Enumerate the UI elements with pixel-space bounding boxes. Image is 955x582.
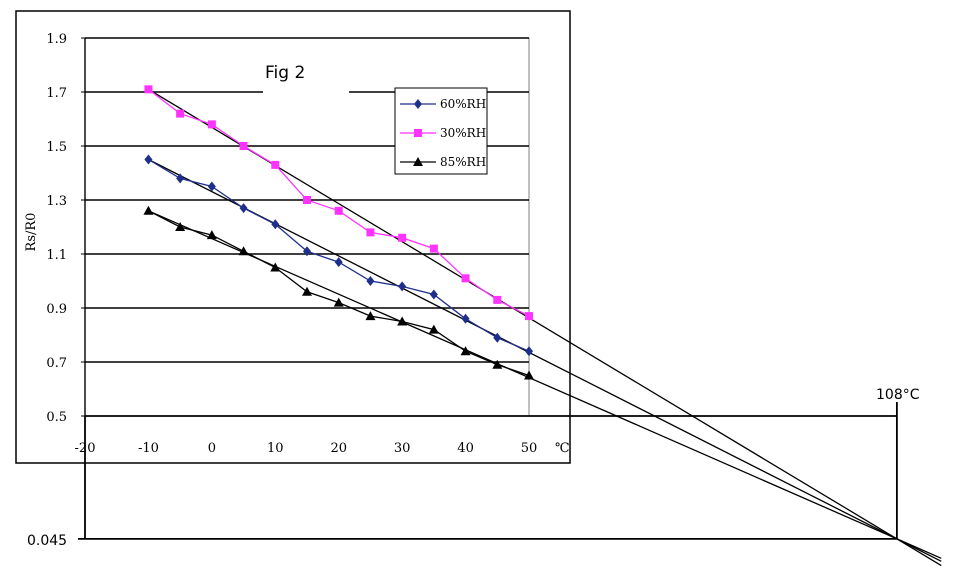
data-point (493, 332, 502, 343)
x-axis-unit: ℃ (555, 441, 570, 456)
data-point (397, 316, 408, 326)
data-point (303, 196, 311, 204)
trend-line (148, 158, 942, 562)
data-point (492, 359, 503, 369)
extrapolation-y-label: 0.045 (27, 533, 67, 549)
data-point (302, 286, 312, 296)
legend-marker (413, 157, 423, 166)
y-tick-label: 0.5 (46, 410, 67, 425)
legend-label: 85%RH (440, 155, 486, 169)
data-point (398, 233, 407, 242)
data-point (239, 142, 248, 150)
y-tick-label: 1.1 (46, 248, 67, 263)
data-point (429, 289, 438, 300)
data-point (398, 281, 407, 292)
data-point (270, 262, 281, 272)
data-point (175, 222, 186, 231)
y-axis-label: Rs/R0 (24, 213, 39, 252)
x-tick-label: 30 (394, 441, 411, 456)
data-point (238, 246, 249, 256)
legend-marker (414, 129, 422, 137)
trend-line (148, 88, 942, 567)
x-tick-label: 50 (521, 441, 538, 456)
data-point (493, 295, 502, 304)
data-point (144, 154, 153, 165)
legend-marker (414, 99, 422, 109)
trend-layer (148, 88, 942, 567)
y-tick-label: 1.5 (46, 140, 67, 155)
x-tick-label: 0 (208, 441, 216, 456)
x-tick-label: 40 (457, 441, 474, 456)
data-point (460, 346, 471, 356)
data-point (525, 346, 533, 357)
data-point (334, 206, 343, 215)
y-tick-label: 1.9 (46, 32, 67, 47)
data-point (334, 257, 343, 268)
data-point (524, 370, 534, 380)
data-point (461, 313, 470, 324)
legend: 60%RH 30%RH 85%RH (394, 87, 488, 175)
data-point (271, 160, 280, 169)
y-tick-label: 1.3 (46, 194, 67, 209)
data-point (365, 311, 376, 321)
x-tick-label: -10 (138, 441, 159, 456)
data-point (176, 109, 185, 118)
data-point (366, 228, 375, 237)
y-tick-label: 0.9 (46, 302, 67, 317)
data-point (303, 246, 311, 257)
data-point (206, 230, 217, 240)
data-point (429, 244, 438, 253)
trend-line (148, 210, 942, 559)
data-point (143, 205, 154, 215)
data-point (207, 181, 216, 192)
legend-label: 30%RH (440, 126, 486, 140)
axis-layer: 0.5 0.7 0.9 1.1 1.3 1.5 1.7 1.9 -20 -10 0 10 20 30 40 5… (46, 32, 569, 456)
data-point (525, 312, 533, 321)
data-point (239, 203, 248, 214)
data-point (144, 85, 153, 94)
chart-title: Fig 2 (265, 63, 305, 83)
y-tick-label: 1.7 (46, 86, 67, 101)
data-point (428, 324, 439, 334)
legend-label: 60%RH (440, 97, 486, 111)
data-point (461, 274, 470, 283)
data-point (366, 276, 375, 286)
title-box: Fig 2 (263, 58, 349, 94)
annotation-layer (78, 402, 898, 540)
data-point (271, 219, 280, 230)
data-point (176, 173, 185, 184)
x-tick-label: 10 (267, 441, 284, 456)
x-tick-label: -20 (75, 441, 96, 456)
data-point (207, 120, 216, 129)
x-tick-label: 20 (330, 441, 347, 456)
series-layer (143, 85, 534, 380)
y-tick-label: 0.7 (46, 356, 67, 371)
extrapolation-x-label: 108°C (876, 387, 920, 403)
data-point (333, 297, 344, 307)
